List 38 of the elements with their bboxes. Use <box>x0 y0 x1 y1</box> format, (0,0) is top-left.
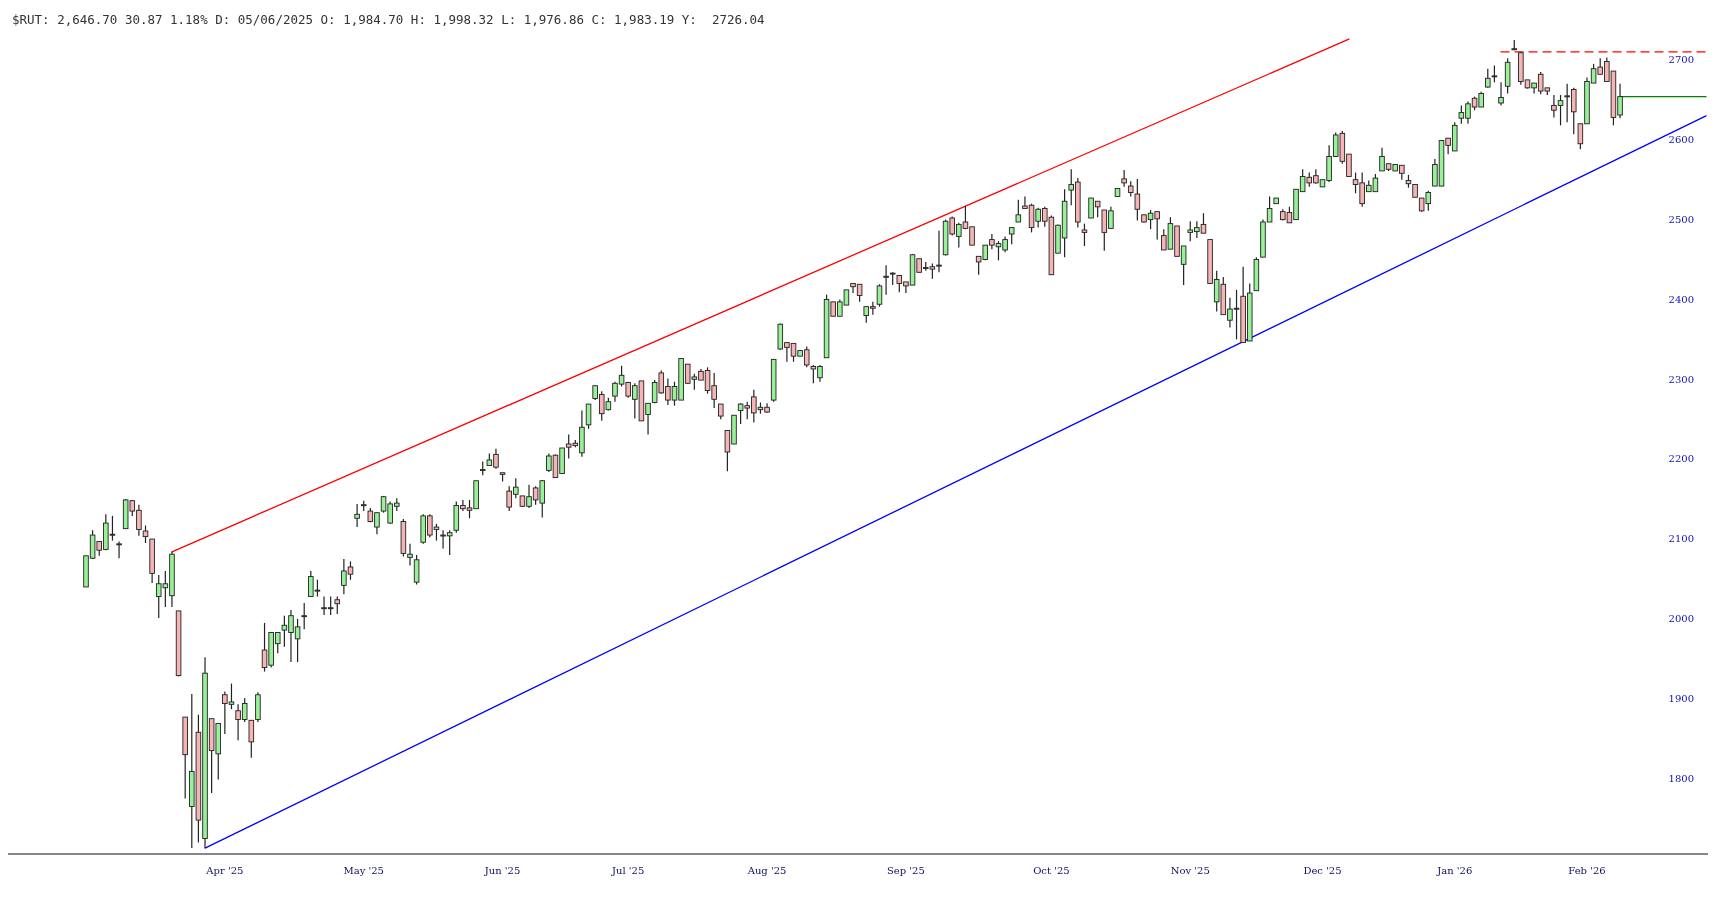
candlestick <box>585 403 592 430</box>
y-tick-label: 2200 <box>1668 453 1694 465</box>
y-tick-label: 2600 <box>1668 134 1694 146</box>
candlestick <box>407 543 413 566</box>
y-tick-label: 2300 <box>1668 373 1694 385</box>
candlestick <box>301 602 307 630</box>
candlestick <box>1504 57 1511 95</box>
x-tick-label: Sep '25 <box>887 865 925 876</box>
candlestick <box>1081 223 1088 247</box>
candlestick <box>1134 178 1141 222</box>
y-tick-label: 2500 <box>1668 213 1694 225</box>
candlestick <box>876 283 883 308</box>
x-tick-label: May '25 <box>343 865 384 876</box>
x-tick-label: Jan '26 <box>1436 865 1473 876</box>
x-tick-label: Apr '25 <box>205 865 244 876</box>
x-tick-label: Oct '25 <box>1033 865 1070 876</box>
y-tick-label: 2700 <box>1668 54 1694 66</box>
x-tick-label: Feb '26 <box>1568 865 1606 876</box>
chart-title: $RUT: 2,646.70 30.87 1.18% D: 05/06/2025 O: 1,984.70 H: 1,998.32 L: 1,976.86 C: 1,983.19 Y: 2726.04 <box>12 12 765 27</box>
candlestick <box>883 264 889 296</box>
x-tick-label: Nov '25 <box>1170 865 1210 876</box>
candlestick <box>248 719 255 759</box>
candlestick <box>116 540 122 559</box>
x-tick-label: Dec '25 <box>1303 865 1342 876</box>
y-tick-label: 1800 <box>1668 772 1694 784</box>
candlestick <box>1121 169 1127 188</box>
y-tick-label: 2100 <box>1668 533 1694 545</box>
candlestick <box>413 554 420 586</box>
candlestick <box>354 503 360 528</box>
x-tick-label: Jun '25 <box>483 865 521 876</box>
candlestick <box>1498 81 1504 107</box>
x-tick-label: Jul '25 <box>611 865 645 876</box>
y-tick-label: 1900 <box>1668 693 1694 705</box>
y-tick-label: 2400 <box>1668 293 1694 305</box>
x-tick-label: Aug '25 <box>746 865 787 876</box>
candlestick <box>1485 68 1491 89</box>
y-tick-label: 2000 <box>1668 613 1694 625</box>
candlestick <box>1015 199 1022 223</box>
